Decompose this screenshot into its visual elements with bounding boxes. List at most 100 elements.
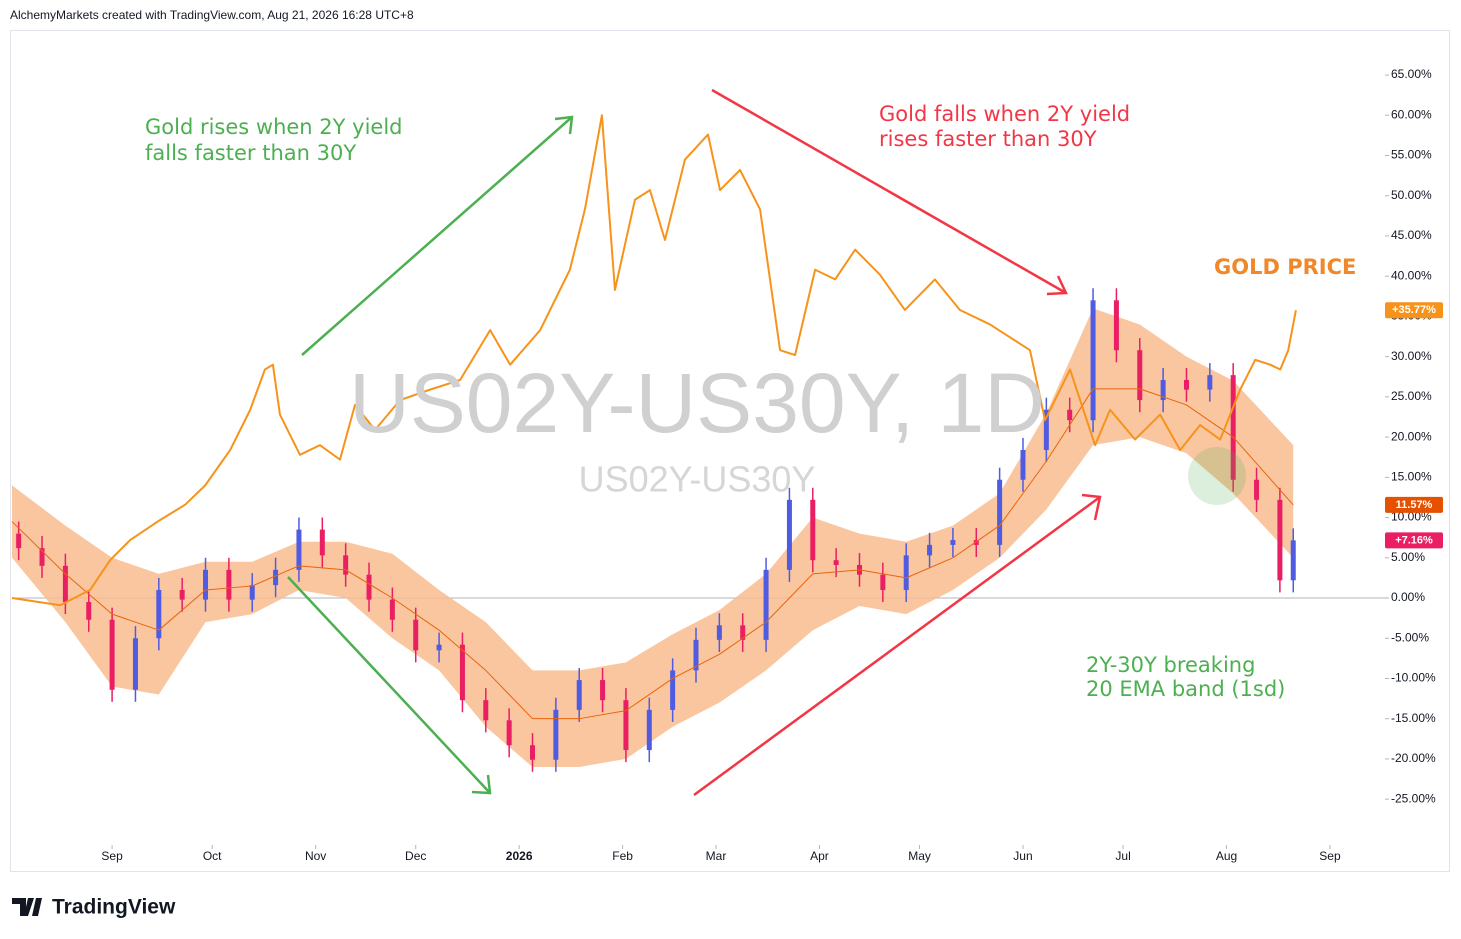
frame: [10, 30, 1450, 872]
candle-body: [483, 700, 489, 721]
candle-body: [1067, 409, 1073, 421]
y-tick-label: 40.00%: [1391, 268, 1432, 282]
candle-body: [226, 569, 232, 600]
arrow: [287, 576, 492, 795]
annotation: Gold rises when 2Y yield: [145, 115, 403, 139]
candle-body: [716, 625, 722, 640]
y-tick-label: 60.00%: [1391, 107, 1432, 121]
candle-body: [600, 680, 606, 701]
candle-body: [810, 499, 816, 561]
candle-body: [623, 700, 629, 751]
x-tick-label: Jul: [1115, 849, 1130, 863]
brand: TradingView: [12, 896, 176, 919]
arrow: [693, 493, 1102, 797]
x-tick-label: Aug: [1216, 849, 1237, 863]
candle-body: [1277, 499, 1283, 581]
candle-body: [576, 680, 582, 710]
candle-body: [1230, 375, 1236, 480]
candle-body: [1254, 479, 1260, 500]
y-tick-label: -10.00%: [1391, 671, 1436, 685]
y-tick-label: -5.00%: [1391, 630, 1429, 644]
arrow: [301, 115, 574, 356]
y-tick-label: 10.00%: [1391, 510, 1432, 524]
price-label: +35.77%: [1392, 304, 1436, 316]
arrows: [287, 88, 1102, 797]
logo-mark: [12, 898, 42, 916]
annotation: Gold falls when 2Y yield: [879, 102, 1130, 126]
y-tick-label: -15.00%: [1391, 711, 1436, 725]
candle-body: [693, 639, 699, 671]
annotation: 2Y-30Y breaking: [1086, 653, 1255, 677]
candle-body: [273, 569, 279, 586]
candle-body: [880, 574, 886, 590]
candle-body: [1160, 379, 1166, 401]
y-tick-label: 15.00%: [1391, 469, 1432, 483]
candle-body: [927, 544, 933, 556]
plot: -25.00% -20.00% -15.00% -10.00% -5.00% 0.00% 5…: [11, 67, 1443, 863]
price-label-box: [1385, 532, 1443, 549]
candle-body: [1137, 350, 1143, 401]
y-tick-label: 50.00%: [1391, 188, 1432, 202]
price-label-box: [1385, 496, 1443, 513]
highlight: [1188, 447, 1246, 505]
candle-body: [86, 602, 92, 620]
y-tick-label: 20.00%: [1391, 429, 1432, 443]
candle-body: [1113, 300, 1119, 351]
candle-body: [156, 589, 162, 639]
candle-body: [319, 529, 325, 556]
watermark-sub: US02Y-US30Y: [579, 459, 816, 500]
line: [11, 114, 1297, 607]
candle-body: [950, 540, 956, 545]
candle-body: [833, 560, 839, 566]
x-tick-label: Dec: [405, 849, 426, 863]
candle-body: [1290, 540, 1296, 581]
x-tick-label: Sep: [101, 849, 123, 863]
arrow: [711, 88, 1068, 296]
annotation: GOLD PRICE: [1214, 255, 1356, 279]
candle-body: [62, 565, 68, 603]
y-tick-label: 55.00%: [1391, 148, 1432, 162]
candle-body: [740, 625, 746, 640]
x-tick-label: Jun: [1013, 849, 1032, 863]
logo-text: TradingView: [52, 896, 176, 919]
candle-body: [296, 529, 302, 570]
candle-body: [506, 720, 512, 746]
y-tick-label: 5.00%: [1391, 550, 1425, 564]
candle-body: [646, 709, 652, 751]
annotation: 20 EMA band (1sd): [1086, 677, 1285, 701]
candle-body: [366, 574, 372, 600]
watermark: US02Y-US30Y, 1D: [349, 356, 1045, 450]
candle-body: [203, 569, 209, 600]
y-tick-label: 30.00%: [1391, 349, 1432, 363]
candle-body: [1183, 379, 1189, 390]
candle-body: [249, 585, 255, 600]
candle-body: [1090, 300, 1096, 421]
candle-body: [459, 644, 465, 701]
candle-body: [903, 555, 909, 590]
y-tick-label: -25.00%: [1391, 791, 1436, 805]
candle-body: [670, 670, 676, 710]
y-tick-label: -20.00%: [1391, 751, 1436, 765]
candle-body: [413, 619, 419, 651]
line: [11, 388, 1294, 720]
candle-body: [16, 533, 22, 549]
x-tick-label: Apr: [810, 849, 829, 863]
x-tick-label: Oct: [203, 849, 222, 863]
candle-body: [1020, 449, 1026, 480]
price-label-box: [1385, 302, 1443, 319]
y-tick-label: 0.00%: [1391, 590, 1425, 604]
x-tick-label: Feb: [612, 849, 633, 863]
candle-body: [39, 548, 45, 566]
x-tick-label: Nov: [305, 849, 326, 863]
x-tick-label: Sep: [1319, 849, 1341, 863]
y-tick-label: 65.00%: [1391, 67, 1432, 81]
candle-body: [997, 479, 1003, 545]
candle-body: [553, 709, 559, 760]
candle-body: [530, 745, 536, 760]
candle-body: [389, 599, 395, 620]
candle-body: [973, 540, 979, 545]
price-label: +7.16%: [1395, 534, 1433, 546]
ema-band: [12, 308, 1294, 767]
